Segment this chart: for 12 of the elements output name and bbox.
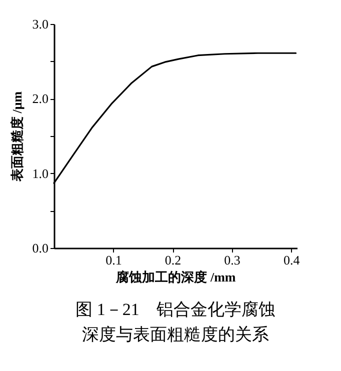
y-tick-label: 0.0 (32, 240, 48, 256)
y-tick-label: 2.0 (32, 91, 48, 106)
x-tick-label: 0.2 (164, 252, 182, 268)
x-axis-title: 腐蚀加工的深度 /mm (115, 270, 236, 284)
x-tick-label: 0.4 (283, 252, 300, 268)
x-tick-label: 0.1 (106, 252, 122, 268)
text: 深度与表面粗糙度的关系 (82, 325, 269, 344)
y-tick-label: 1.0 (32, 166, 48, 181)
text: 图 1－21 铝合金化学腐蚀 (76, 300, 276, 319)
x-tick-label: 0.3 (224, 252, 240, 268)
y-tick-label: 3.0 (32, 16, 48, 32)
y-axis-title: 表面粗糙度 /μm (9, 91, 24, 183)
